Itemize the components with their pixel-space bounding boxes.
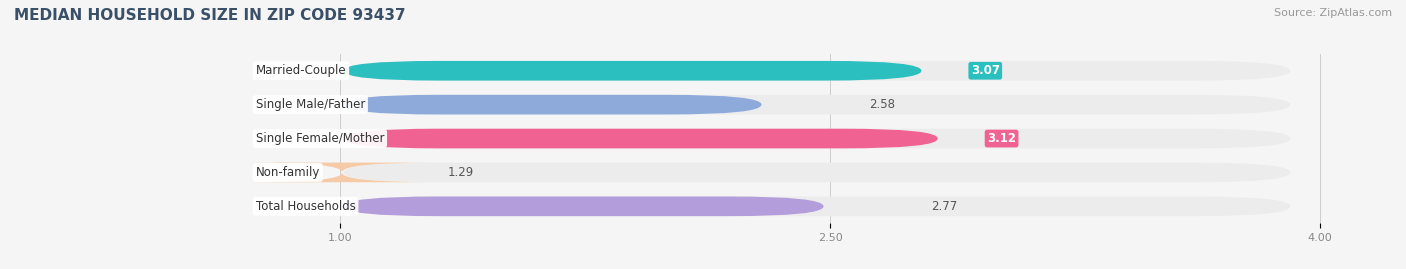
Text: Single Female/Mother: Single Female/Mother	[256, 132, 384, 145]
Text: 2.77: 2.77	[931, 200, 957, 213]
FancyBboxPatch shape	[343, 196, 824, 216]
Text: Non-family: Non-family	[256, 166, 321, 179]
Text: MEDIAN HOUSEHOLD SIZE IN ZIP CODE 93437: MEDIAN HOUSEHOLD SIZE IN ZIP CODE 93437	[14, 8, 406, 23]
FancyBboxPatch shape	[343, 129, 1291, 148]
FancyBboxPatch shape	[343, 162, 1291, 182]
Text: 1.29: 1.29	[449, 166, 474, 179]
Text: Total Households: Total Households	[256, 200, 356, 213]
FancyBboxPatch shape	[343, 95, 762, 115]
FancyBboxPatch shape	[343, 196, 1291, 216]
Text: Source: ZipAtlas.com: Source: ZipAtlas.com	[1274, 8, 1392, 18]
Text: 3.12: 3.12	[987, 132, 1017, 145]
Text: Married-Couple: Married-Couple	[256, 64, 346, 77]
Text: Single Male/Father: Single Male/Father	[256, 98, 366, 111]
FancyBboxPatch shape	[249, 162, 434, 182]
FancyBboxPatch shape	[343, 95, 1291, 115]
FancyBboxPatch shape	[343, 61, 1291, 81]
FancyBboxPatch shape	[343, 61, 921, 81]
FancyBboxPatch shape	[343, 129, 938, 148]
Text: 3.07: 3.07	[970, 64, 1000, 77]
Text: 2.58: 2.58	[869, 98, 896, 111]
